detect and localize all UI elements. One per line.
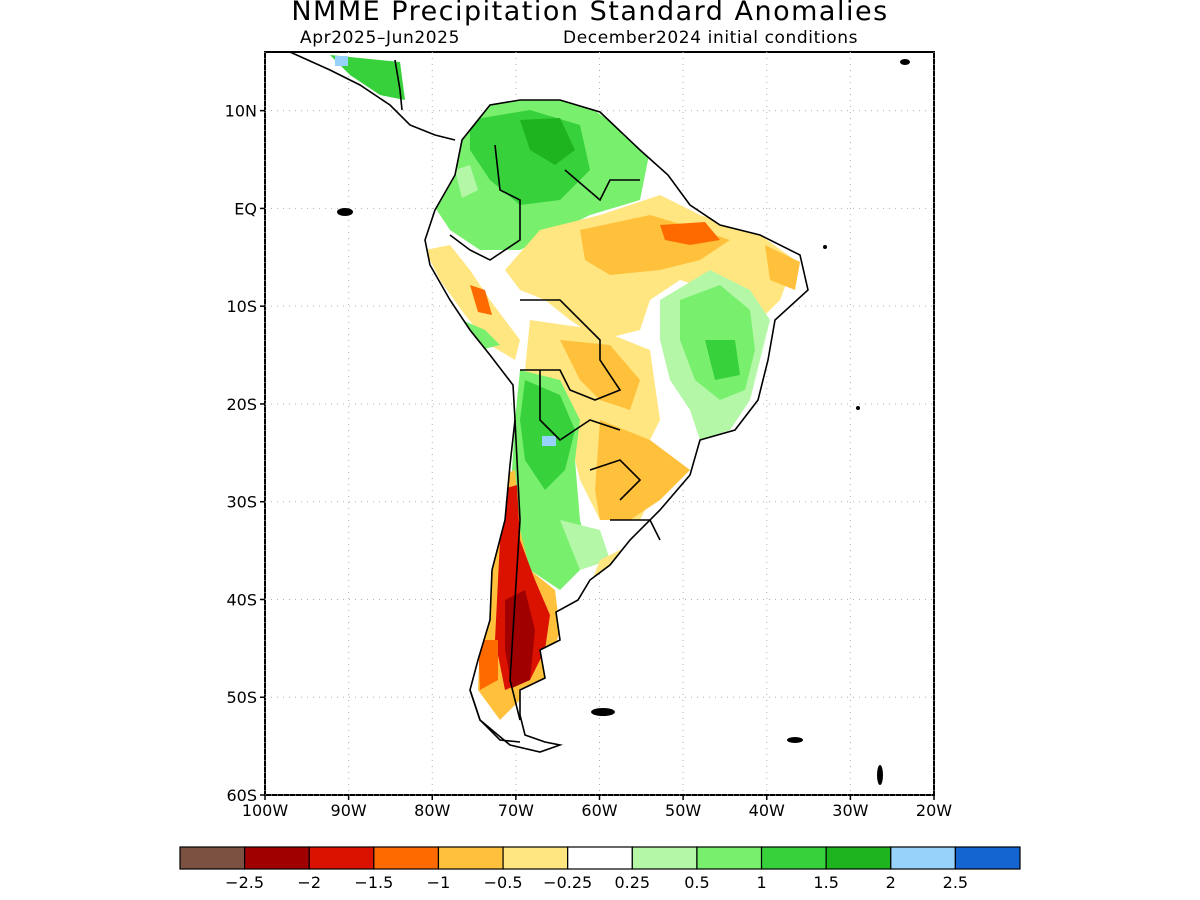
wet-anomaly-southern-cone-core xyxy=(520,380,575,490)
colorbar-swatch xyxy=(437,846,504,870)
lat-tick-label: 10N xyxy=(225,102,257,121)
colorbar-label: 1 xyxy=(756,873,766,892)
init-conditions-subtitle: December2024 initial conditions xyxy=(563,28,859,48)
dry-anomaly-amazon-peak xyxy=(660,222,720,245)
colorbar-label: −0.5 xyxy=(484,873,523,892)
lon-tick-label: 50W xyxy=(665,801,701,820)
colorbar-swatch xyxy=(502,846,569,870)
colorbar-label: 0.25 xyxy=(614,873,650,892)
wet-anomaly-north-weak xyxy=(455,165,478,198)
islands xyxy=(337,59,910,785)
lon-tick-label: 60W xyxy=(581,801,617,820)
lat-tick-label: 30S xyxy=(226,493,257,512)
dry-anomaly-chile-coast xyxy=(478,640,498,690)
lon-tick-label: 70W xyxy=(498,801,534,820)
dry-anomaly-chile-core xyxy=(505,590,535,688)
latitude-labels: 10N EQ 10S 20S 30S 40S 50S 60S xyxy=(225,102,265,805)
lon-tick-label: 90W xyxy=(331,801,367,820)
colorbar-swatch xyxy=(696,846,763,870)
wet-anomaly-andes xyxy=(462,320,500,350)
dry-anomaly-andes xyxy=(425,245,520,360)
map-title: NMME Precipitation Standard Anomalies xyxy=(291,0,889,27)
colorbar-swatch xyxy=(373,846,440,870)
colorbar-swatch xyxy=(308,846,375,870)
dry-anomaly-southeast xyxy=(595,420,690,520)
colorbar-swatch xyxy=(760,846,827,870)
lat-tick-label: 10S xyxy=(226,297,257,316)
colorbar-swatch xyxy=(825,846,892,870)
lat-tick-label: EQ xyxy=(234,199,257,218)
lat-tick-label: 60S xyxy=(226,786,257,805)
colorbar-label: 2 xyxy=(886,873,896,892)
colorbar-label: −0.25 xyxy=(543,873,592,892)
dry-anomaly-central-core xyxy=(560,340,640,410)
wet-anomaly-east-brazil-core xyxy=(705,340,740,380)
wet-anomaly-southern-cone-edge xyxy=(560,520,610,570)
coastlines xyxy=(289,52,809,753)
lon-tick-label: 80W xyxy=(414,801,450,820)
lon-tick-label: 100W xyxy=(242,801,289,820)
dry-anomaly-northeast xyxy=(765,245,800,290)
colorbar-swatch xyxy=(890,846,956,870)
colorbar xyxy=(179,846,1021,870)
colorbar-label: −2 xyxy=(297,873,321,892)
colorbar-label: 2.5 xyxy=(943,873,968,892)
wet-anomaly-central-america-peak xyxy=(335,56,348,66)
wet-anomaly-central-america xyxy=(330,55,405,100)
colorbar-swatch xyxy=(179,846,246,870)
season-subtitle: Apr2025–Jun2025 xyxy=(300,28,460,48)
lon-tick-label: 30W xyxy=(832,801,868,820)
colorbar-swatch xyxy=(244,846,310,870)
colorbar-label: −1.5 xyxy=(354,873,393,892)
colorbar-swatch xyxy=(567,846,633,870)
colorbar-label: −1 xyxy=(427,873,451,892)
lat-tick-label: 50S xyxy=(226,688,257,707)
colorbar-label: 0.5 xyxy=(684,873,709,892)
longitude-labels: 100W 90W 80W 70W 60W 50W 40W 30W 20W xyxy=(242,795,952,820)
wet-anomaly-north-peak xyxy=(520,118,575,165)
lon-tick-label: 40W xyxy=(749,801,785,820)
colorbar-label: 1.5 xyxy=(813,873,838,892)
colorbar-swatch xyxy=(954,846,1021,870)
colorbar-label: −2.5 xyxy=(225,873,264,892)
lat-tick-label: 40S xyxy=(226,590,257,609)
colorbar-labels: −2.5 −2 −1.5 −1 −0.5 −0.25 0.25 0.5 1 1.5 2 2.5 xyxy=(225,873,968,892)
lon-tick-label: 20W xyxy=(916,801,952,820)
wet-anomaly-peak-cell xyxy=(542,436,556,446)
colorbar-swatch xyxy=(631,846,698,870)
dry-anomaly-andes-core xyxy=(470,285,492,315)
lat-tick-label: 20S xyxy=(226,395,257,414)
